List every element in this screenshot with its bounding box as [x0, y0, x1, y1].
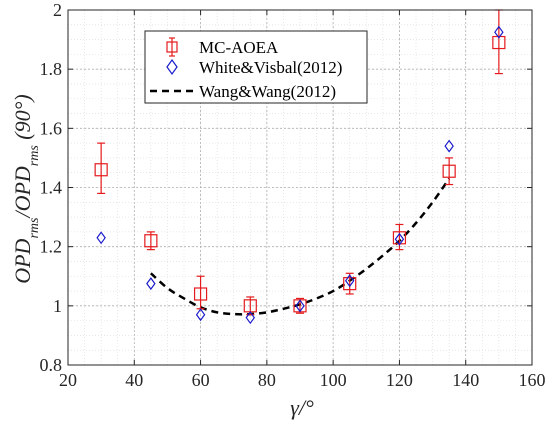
- y-axis-label: OPDrms/OPDrms (90°): [10, 94, 42, 284]
- mc-aoea-marker: [442, 164, 456, 178]
- white-visbal-marker: [344, 274, 355, 288]
- x-tick-label: 140: [452, 370, 479, 390]
- y-tick-label: 0.8: [40, 355, 63, 375]
- x-tick-label: 160: [519, 370, 546, 390]
- white-visbal-marker: [96, 231, 106, 245]
- y-tick-label: 1: [53, 296, 62, 316]
- mc-aoea-point: [442, 157, 456, 186]
- mc-aoea-point: [492, 9, 506, 75]
- mc-aoea-point: [144, 231, 158, 251]
- legend-marker-white-visbal: [166, 58, 178, 76]
- tick-labels: 20 40 60 80 100 120 140 160 0.8 1 1.2 1.4 1.6 1.8 2: [40, 0, 546, 390]
- mc-aoea-marker: [193, 287, 208, 301]
- white-visbal-marker: [146, 277, 156, 291]
- y-tick-label: 1.6: [40, 118, 63, 138]
- mc-aoea-point: [193, 275, 208, 310]
- x-tick-label: 80: [258, 370, 276, 390]
- y-tick-label: 1.2: [40, 237, 63, 257]
- x-tick-label: 120: [386, 370, 413, 390]
- white-visbal-marker: [295, 299, 305, 313]
- legend-box: [144, 30, 368, 104]
- legend-label-white-visbal: White&Visbal(2012): [199, 58, 342, 77]
- mc-aoea-point: [343, 272, 357, 295]
- white-visbal-marker: [394, 232, 405, 246]
- x-tick-label: 100: [320, 370, 347, 390]
- white-visbal-marker: [245, 311, 256, 325]
- y-tick-label: 1.4: [40, 178, 63, 198]
- mc-aoea-point: [392, 223, 407, 251]
- x-tick-label: 40: [125, 370, 143, 390]
- legend-marker-mc-aoea: [166, 37, 178, 57]
- y-tick-label: 2: [53, 0, 62, 20]
- white-visbal-marker: [494, 25, 504, 39]
- mc-aoea-marker: [492, 35, 506, 50]
- white-visbal-marker: [195, 308, 206, 322]
- mc-aoea-marker: [343, 277, 357, 291]
- plot-series: [94, 9, 506, 325]
- mc-aoea-marker: [144, 234, 158, 248]
- legend-label-mc-aoea: MC-AOEA: [199, 38, 279, 57]
- x-axis-label: γ/°: [290, 395, 314, 420]
- mc-aoea-point: [94, 142, 108, 195]
- legend-label-wang-wang: Wang&Wang(2012): [199, 82, 336, 101]
- y-tick-label: 1.8: [40, 59, 63, 79]
- white-visbal-marker: [444, 139, 454, 153]
- legend: MC-AOEA White&Visbal(2012) Wang&Wang(201…: [144, 30, 368, 104]
- x-tick-label: 60: [192, 370, 210, 390]
- mc-aoea-marker: [94, 163, 108, 177]
- x-tick-label: 20: [59, 370, 77, 390]
- axis-ticks: [67, 9, 533, 366]
